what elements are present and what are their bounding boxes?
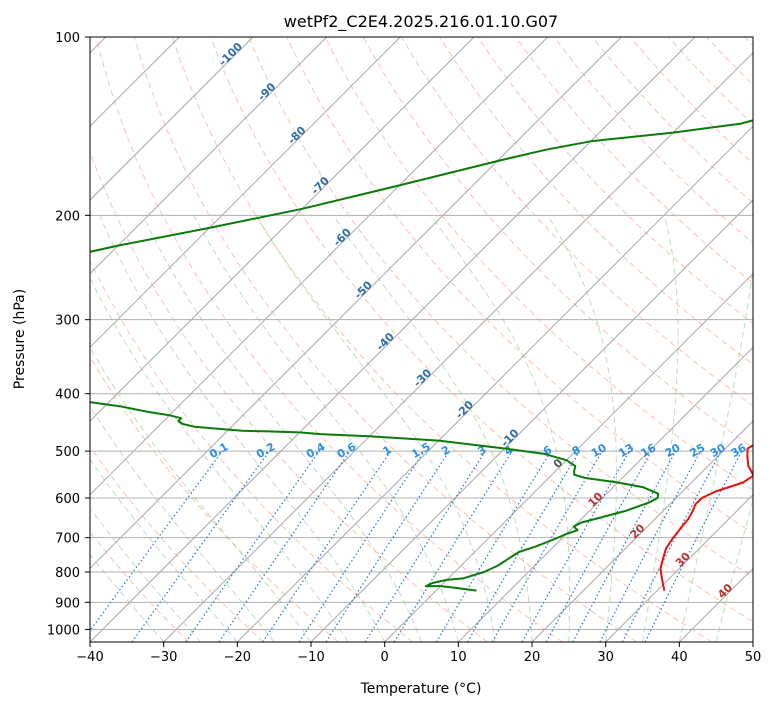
x-tick-label: 20 <box>524 650 541 665</box>
isotherm-line <box>90 37 401 349</box>
y-tick-label: 600 <box>55 492 80 507</box>
y-tick-label: 700 <box>55 532 80 547</box>
y-tick-label: 900 <box>55 596 80 611</box>
dry-adiabat <box>171 37 712 642</box>
y-axis-ticks: 100 200 300 400 500 600 700 800 900 1000 <box>47 31 90 638</box>
dry-adiabat <box>515 37 753 284</box>
dry-adiabat <box>324 37 753 491</box>
isotherm-line <box>90 37 622 570</box>
isotherm-line <box>531 420 753 642</box>
isotherm-line <box>236 125 753 642</box>
moist-adiabat <box>193 215 459 642</box>
x-tick-label: −40 <box>76 650 103 665</box>
mixing-ratio-line <box>644 450 743 642</box>
dewpoint-profile-line <box>90 119 753 592</box>
isotherms <box>90 37 753 642</box>
isotherm-line <box>605 493 753 642</box>
mixing-ratio-line <box>262 450 392 642</box>
isotherm-line <box>384 272 753 642</box>
y-tick-label: 300 <box>55 314 80 329</box>
dry-adiabat <box>248 37 753 578</box>
x-tick-label: 10 <box>450 650 467 665</box>
isotherm-line <box>457 346 753 642</box>
moist-adiabat <box>142 215 422 642</box>
plot-frame <box>89 36 754 643</box>
mixing-ratio-line <box>90 450 223 632</box>
mixing-ratio-line <box>131 450 270 642</box>
dry-adiabat <box>90 356 339 642</box>
dry-adiabat <box>210 37 753 623</box>
x-tick-label: −20 <box>224 650 251 665</box>
pressure-gridlines <box>90 37 753 630</box>
y-tick-label: 400 <box>55 388 80 403</box>
x-axis-ticks: −40 −30 −20 −10 0 10 20 30 40 50 <box>76 642 761 665</box>
moist-adiabat <box>430 215 571 642</box>
dry-adiabat <box>133 37 638 642</box>
mixing-ratio-line <box>185 450 320 642</box>
x-tick-label: 30 <box>597 650 614 665</box>
y-tick-label: 500 <box>55 445 80 460</box>
profiles <box>90 119 753 592</box>
mixing-ratio-line <box>572 450 677 642</box>
isotherm-line <box>90 37 549 496</box>
mixing-ratio-lines <box>90 450 743 642</box>
dry-adiabat <box>90 259 414 642</box>
isotherm-line <box>163 51 753 642</box>
moist-adiabat <box>90 346 312 642</box>
moist-adiabat <box>547 215 617 642</box>
dry-adiabat <box>95 37 563 642</box>
dry-adiabat <box>90 445 264 642</box>
moist-adiabats <box>90 215 753 642</box>
x-axis-label: Temperature (°C) <box>360 681 482 697</box>
y-axis-label: Pressure (hPa) <box>12 289 28 389</box>
dry-adiabats <box>90 37 753 642</box>
x-tick-label: 0 <box>381 650 389 665</box>
y-tick-label: 200 <box>55 209 80 224</box>
moist-adiabat <box>642 215 679 642</box>
isotherm-line <box>310 199 753 642</box>
isotherm-line <box>90 37 254 201</box>
isotherm-line <box>90 37 696 642</box>
moist-adiabat <box>99 215 386 642</box>
isotherm-line <box>90 37 328 275</box>
isotherm-line <box>90 37 475 422</box>
mixing-ratio-line <box>325 450 450 642</box>
mixing-ratio-line <box>218 450 351 642</box>
moist-adiabat <box>90 405 275 642</box>
temperature-profile-line <box>659 444 753 591</box>
x-tick-label: −10 <box>297 650 324 665</box>
mixing-ratio-labels: 0.1 0.2 0.4 0.6 1 1.5 2 3 4 6 8 10 13 16 20 25 30 36 <box>207 440 749 461</box>
moist-adiabat <box>90 458 238 642</box>
mixing-ratio-line <box>393 450 513 642</box>
y-tick-label: 800 <box>55 566 80 581</box>
moist-adiabat <box>332 215 533 642</box>
x-tick-label: 40 <box>671 650 688 665</box>
mixing-ratio-line <box>298 450 425 642</box>
y-tick-label: 1000 <box>47 623 80 638</box>
x-tick-label: −30 <box>150 650 177 665</box>
x-tick-label: 50 <box>745 650 762 665</box>
mixing-ratio-line <box>521 450 631 642</box>
mixing-ratio-line <box>545 450 653 642</box>
dry-adiabat <box>286 37 753 534</box>
y-tick-label: 100 <box>55 31 80 46</box>
chart-title: wetPf2_C2E4.2025.216.01.10.G07 <box>284 12 558 32</box>
moist-adiabat <box>678 264 753 642</box>
